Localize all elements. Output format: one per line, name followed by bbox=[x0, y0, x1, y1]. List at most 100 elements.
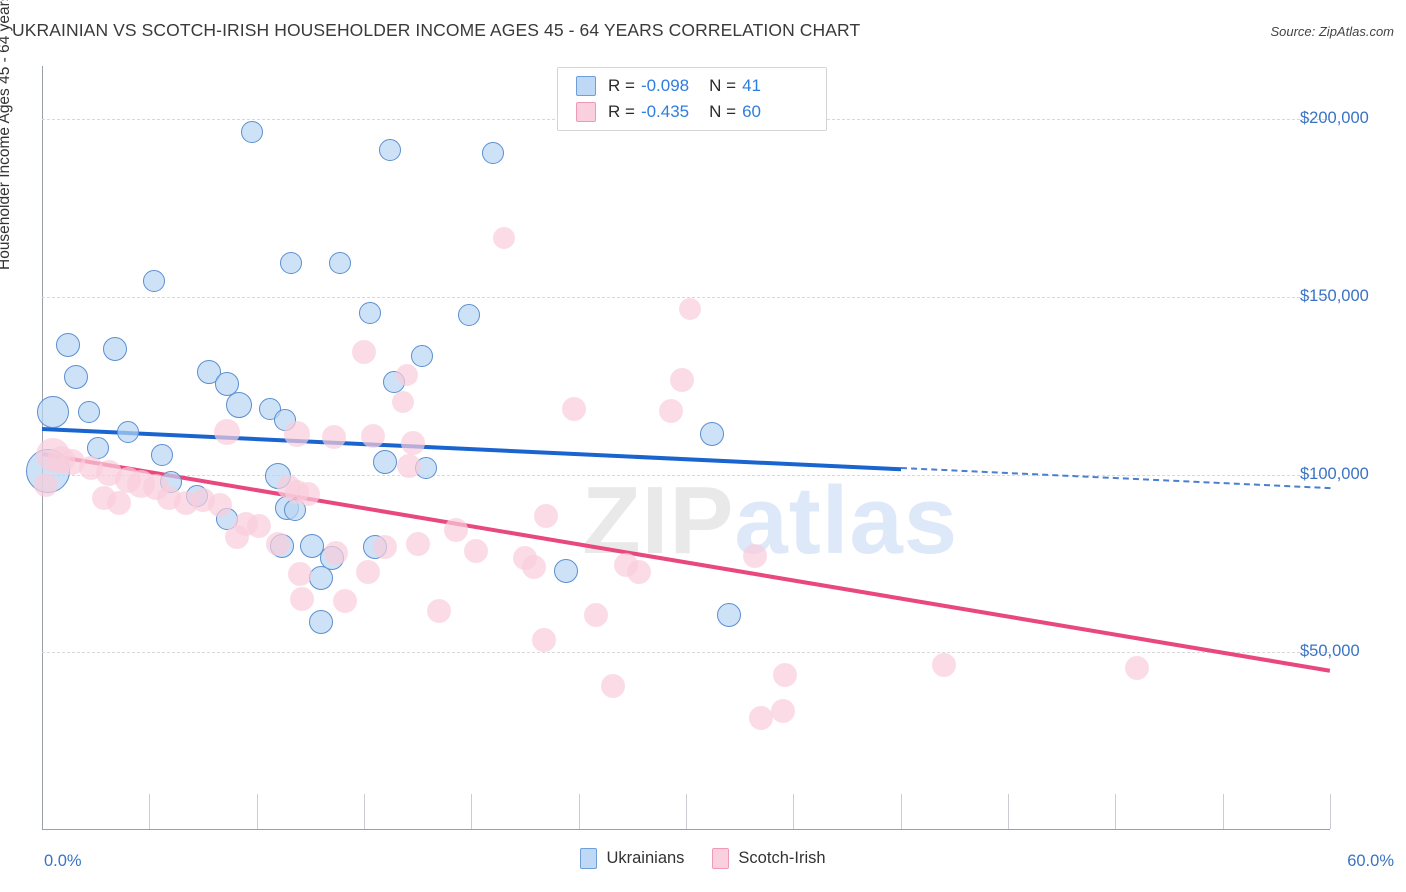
data-point-ukrainians[interactable] bbox=[481, 142, 504, 165]
x-axis-tick bbox=[1115, 794, 1117, 829]
data-point-scotch-irish[interactable] bbox=[352, 340, 376, 365]
source-attribution: Source: ZipAtlas.com bbox=[1270, 24, 1394, 39]
data-point-scotch-irish[interactable] bbox=[332, 588, 357, 613]
data-point-scotch-irish[interactable] bbox=[34, 473, 59, 498]
data-point-ukrainians[interactable] bbox=[716, 603, 741, 627]
data-point-scotch-irish[interactable] bbox=[521, 555, 546, 580]
data-point-scotch-irish[interactable] bbox=[225, 524, 250, 549]
x-axis-tick bbox=[256, 794, 258, 829]
data-point-scotch-irish[interactable] bbox=[772, 663, 797, 688]
data-point-scotch-irish[interactable] bbox=[463, 539, 488, 564]
data-point-scotch-irish[interactable] bbox=[444, 517, 469, 542]
data-point-ukrainians[interactable] bbox=[214, 372, 239, 397]
data-point-ukrainians[interactable] bbox=[309, 610, 334, 635]
page-title: UKRAINIAN VS SCOTCH-IRISH HOUSEHOLDER IN… bbox=[12, 20, 861, 40]
trendline-ukrainians-extrapolated bbox=[900, 466, 1331, 490]
y-axis-tick-label: $150,000 bbox=[1300, 286, 1369, 305]
data-point-ukrainians[interactable] bbox=[241, 120, 264, 143]
scotch-irish-color-swatch bbox=[576, 102, 596, 122]
data-point-ukrainians[interactable] bbox=[280, 252, 302, 275]
data-point-scotch-irish[interactable] bbox=[246, 514, 271, 539]
data-point-scotch-irish[interactable] bbox=[679, 298, 702, 321]
data-point-ukrainians[interactable] bbox=[64, 364, 89, 389]
n-label-ukrainians: N = bbox=[709, 76, 737, 95]
legend-item-ukrainians[interactable]: Ukrainians bbox=[580, 848, 684, 869]
data-point-scotch-irish[interactable] bbox=[213, 419, 240, 445]
data-point-scotch-irish[interactable] bbox=[284, 420, 311, 447]
n-value-scotch-irish: 60 bbox=[742, 102, 761, 121]
data-point-ukrainians[interactable] bbox=[699, 421, 724, 446]
x-axis-tick bbox=[471, 794, 473, 829]
data-point-ukrainians[interactable] bbox=[309, 565, 334, 590]
data-point-scotch-irish[interactable] bbox=[208, 492, 233, 517]
data-point-scotch-irish[interactable] bbox=[770, 698, 795, 723]
data-point-scotch-irish[interactable] bbox=[583, 603, 608, 627]
data-point-scotch-irish[interactable] bbox=[562, 396, 587, 421]
watermark-atlas: atlas bbox=[734, 467, 959, 574]
data-point-ukrainians[interactable] bbox=[55, 332, 80, 357]
data-point-scotch-irish[interactable] bbox=[296, 482, 321, 507]
data-point-scotch-irish[interactable] bbox=[492, 227, 515, 250]
data-point-ukrainians[interactable] bbox=[116, 421, 139, 443]
data-point-scotch-irish[interactable] bbox=[266, 531, 291, 556]
data-point-ukrainians[interactable] bbox=[142, 269, 165, 292]
data-point-ukrainians[interactable] bbox=[151, 444, 174, 467]
scatter-plot-area: ZIPatlas bbox=[26, 66, 1331, 830]
data-point-scotch-irish[interactable] bbox=[658, 398, 683, 423]
data-point-scotch-irish[interactable] bbox=[107, 491, 132, 516]
data-point-scotch-irish[interactable] bbox=[534, 503, 559, 528]
data-point-ukrainians[interactable] bbox=[329, 252, 352, 275]
x-axis-max-label: 60.0% bbox=[1347, 852, 1394, 870]
gridline bbox=[42, 296, 1330, 298]
legend-label-scotch-irish: Scotch-Irish bbox=[738, 849, 826, 867]
data-point-ukrainians[interactable] bbox=[378, 138, 401, 161]
data-point-ukrainians[interactable] bbox=[553, 558, 578, 583]
data-point-scotch-irish[interactable] bbox=[427, 599, 452, 624]
stats-row-scotch-irish: R = -0.435 N = 60 bbox=[576, 99, 761, 125]
ukrainians-color-swatch bbox=[576, 76, 596, 96]
trendline-scotch-irish bbox=[41, 451, 1331, 673]
data-point-scotch-irish[interactable] bbox=[395, 364, 418, 387]
data-point-scotch-irish[interactable] bbox=[356, 560, 381, 585]
data-point-scotch-irish[interactable] bbox=[324, 540, 349, 565]
data-point-scotch-irish[interactable] bbox=[287, 562, 312, 587]
legend-label-ukrainians: Ukrainians bbox=[606, 849, 685, 867]
x-axis-tick bbox=[364, 794, 365, 829]
data-point-scotch-irish[interactable] bbox=[931, 652, 956, 677]
r-value-scotch-irish: -0.435 bbox=[640, 102, 690, 121]
y-axis-tick-label: $100,000 bbox=[1300, 464, 1369, 483]
data-point-ukrainians[interactable] bbox=[410, 344, 433, 367]
x-axis-min-label: 0.0% bbox=[44, 852, 82, 870]
data-point-scotch-irish[interactable] bbox=[601, 674, 625, 699]
y-axis-tick-label: $50,000 bbox=[1300, 642, 1360, 661]
data-point-scotch-irish[interactable] bbox=[532, 627, 557, 652]
data-point-ukrainians[interactable] bbox=[458, 303, 481, 326]
data-point-scotch-irish[interactable] bbox=[1124, 656, 1149, 681]
r-label-ukrainians: R = bbox=[608, 76, 635, 95]
data-point-scotch-irish[interactable] bbox=[749, 706, 774, 731]
legend-item-scotch-irish[interactable]: Scotch-Irish bbox=[712, 848, 826, 869]
data-point-scotch-irish[interactable] bbox=[391, 390, 414, 413]
data-point-scotch-irish[interactable] bbox=[669, 368, 694, 393]
data-point-scotch-irish[interactable] bbox=[289, 587, 314, 612]
data-point-ukrainians[interactable] bbox=[197, 359, 222, 384]
data-point-scotch-irish[interactable] bbox=[401, 430, 426, 455]
data-point-scotch-irish[interactable] bbox=[626, 560, 651, 585]
series-legend: Ukrainians Scotch-Irish bbox=[0, 848, 1406, 869]
stats-row-ukrainians: R = -0.098 N = 41 bbox=[576, 73, 761, 99]
data-point-ukrainians[interactable] bbox=[78, 401, 101, 424]
data-point-ukrainians[interactable] bbox=[102, 336, 127, 361]
data-point-ukrainians[interactable] bbox=[373, 450, 398, 475]
data-point-scotch-irish[interactable] bbox=[742, 544, 767, 569]
data-point-scotch-irish[interactable] bbox=[373, 535, 398, 560]
x-axis-tick bbox=[793, 794, 795, 829]
data-point-ukrainians[interactable] bbox=[36, 396, 69, 429]
data-point-scotch-irish[interactable] bbox=[397, 453, 422, 478]
data-point-ukrainians[interactable] bbox=[226, 392, 253, 419]
data-point-scotch-irish[interactable] bbox=[405, 531, 430, 556]
data-point-scotch-irish[interactable] bbox=[360, 423, 385, 448]
gridline bbox=[42, 652, 1330, 654]
data-point-scotch-irish[interactable] bbox=[321, 425, 346, 450]
data-point-ukrainians[interactable] bbox=[359, 301, 382, 324]
y-axis-tick-label: $200,000 bbox=[1300, 109, 1369, 128]
